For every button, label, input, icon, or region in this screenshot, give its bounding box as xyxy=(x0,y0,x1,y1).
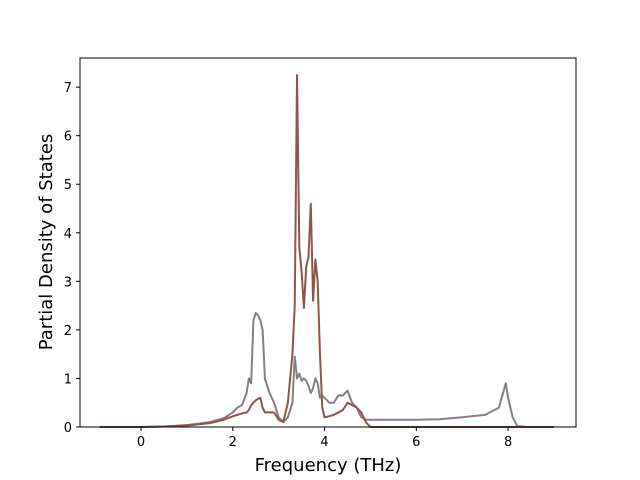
series-line xyxy=(99,311,554,428)
x-tick-label: 0 xyxy=(137,435,145,450)
x-tick-label: 6 xyxy=(412,435,420,450)
y-tick-label: 3 xyxy=(64,275,72,290)
x-tick-label: 8 xyxy=(504,435,512,450)
y-tick-label: 2 xyxy=(64,324,72,339)
y-tick-label: 6 xyxy=(64,130,72,145)
axes-frame xyxy=(79,57,577,428)
y-tick-label: 5 xyxy=(64,178,72,193)
y-tick-label: 1 xyxy=(64,372,72,387)
y-tick-label: 0 xyxy=(64,421,72,436)
y-tick-label: 7 xyxy=(64,81,72,96)
y-axis-label: Partial Density of States xyxy=(36,134,57,351)
x-axis-label: Frequency (THz) xyxy=(255,455,402,476)
x-tick-label: 2 xyxy=(229,435,237,450)
y-tick-label: 4 xyxy=(64,227,72,242)
x-tick-label: 4 xyxy=(320,435,328,450)
